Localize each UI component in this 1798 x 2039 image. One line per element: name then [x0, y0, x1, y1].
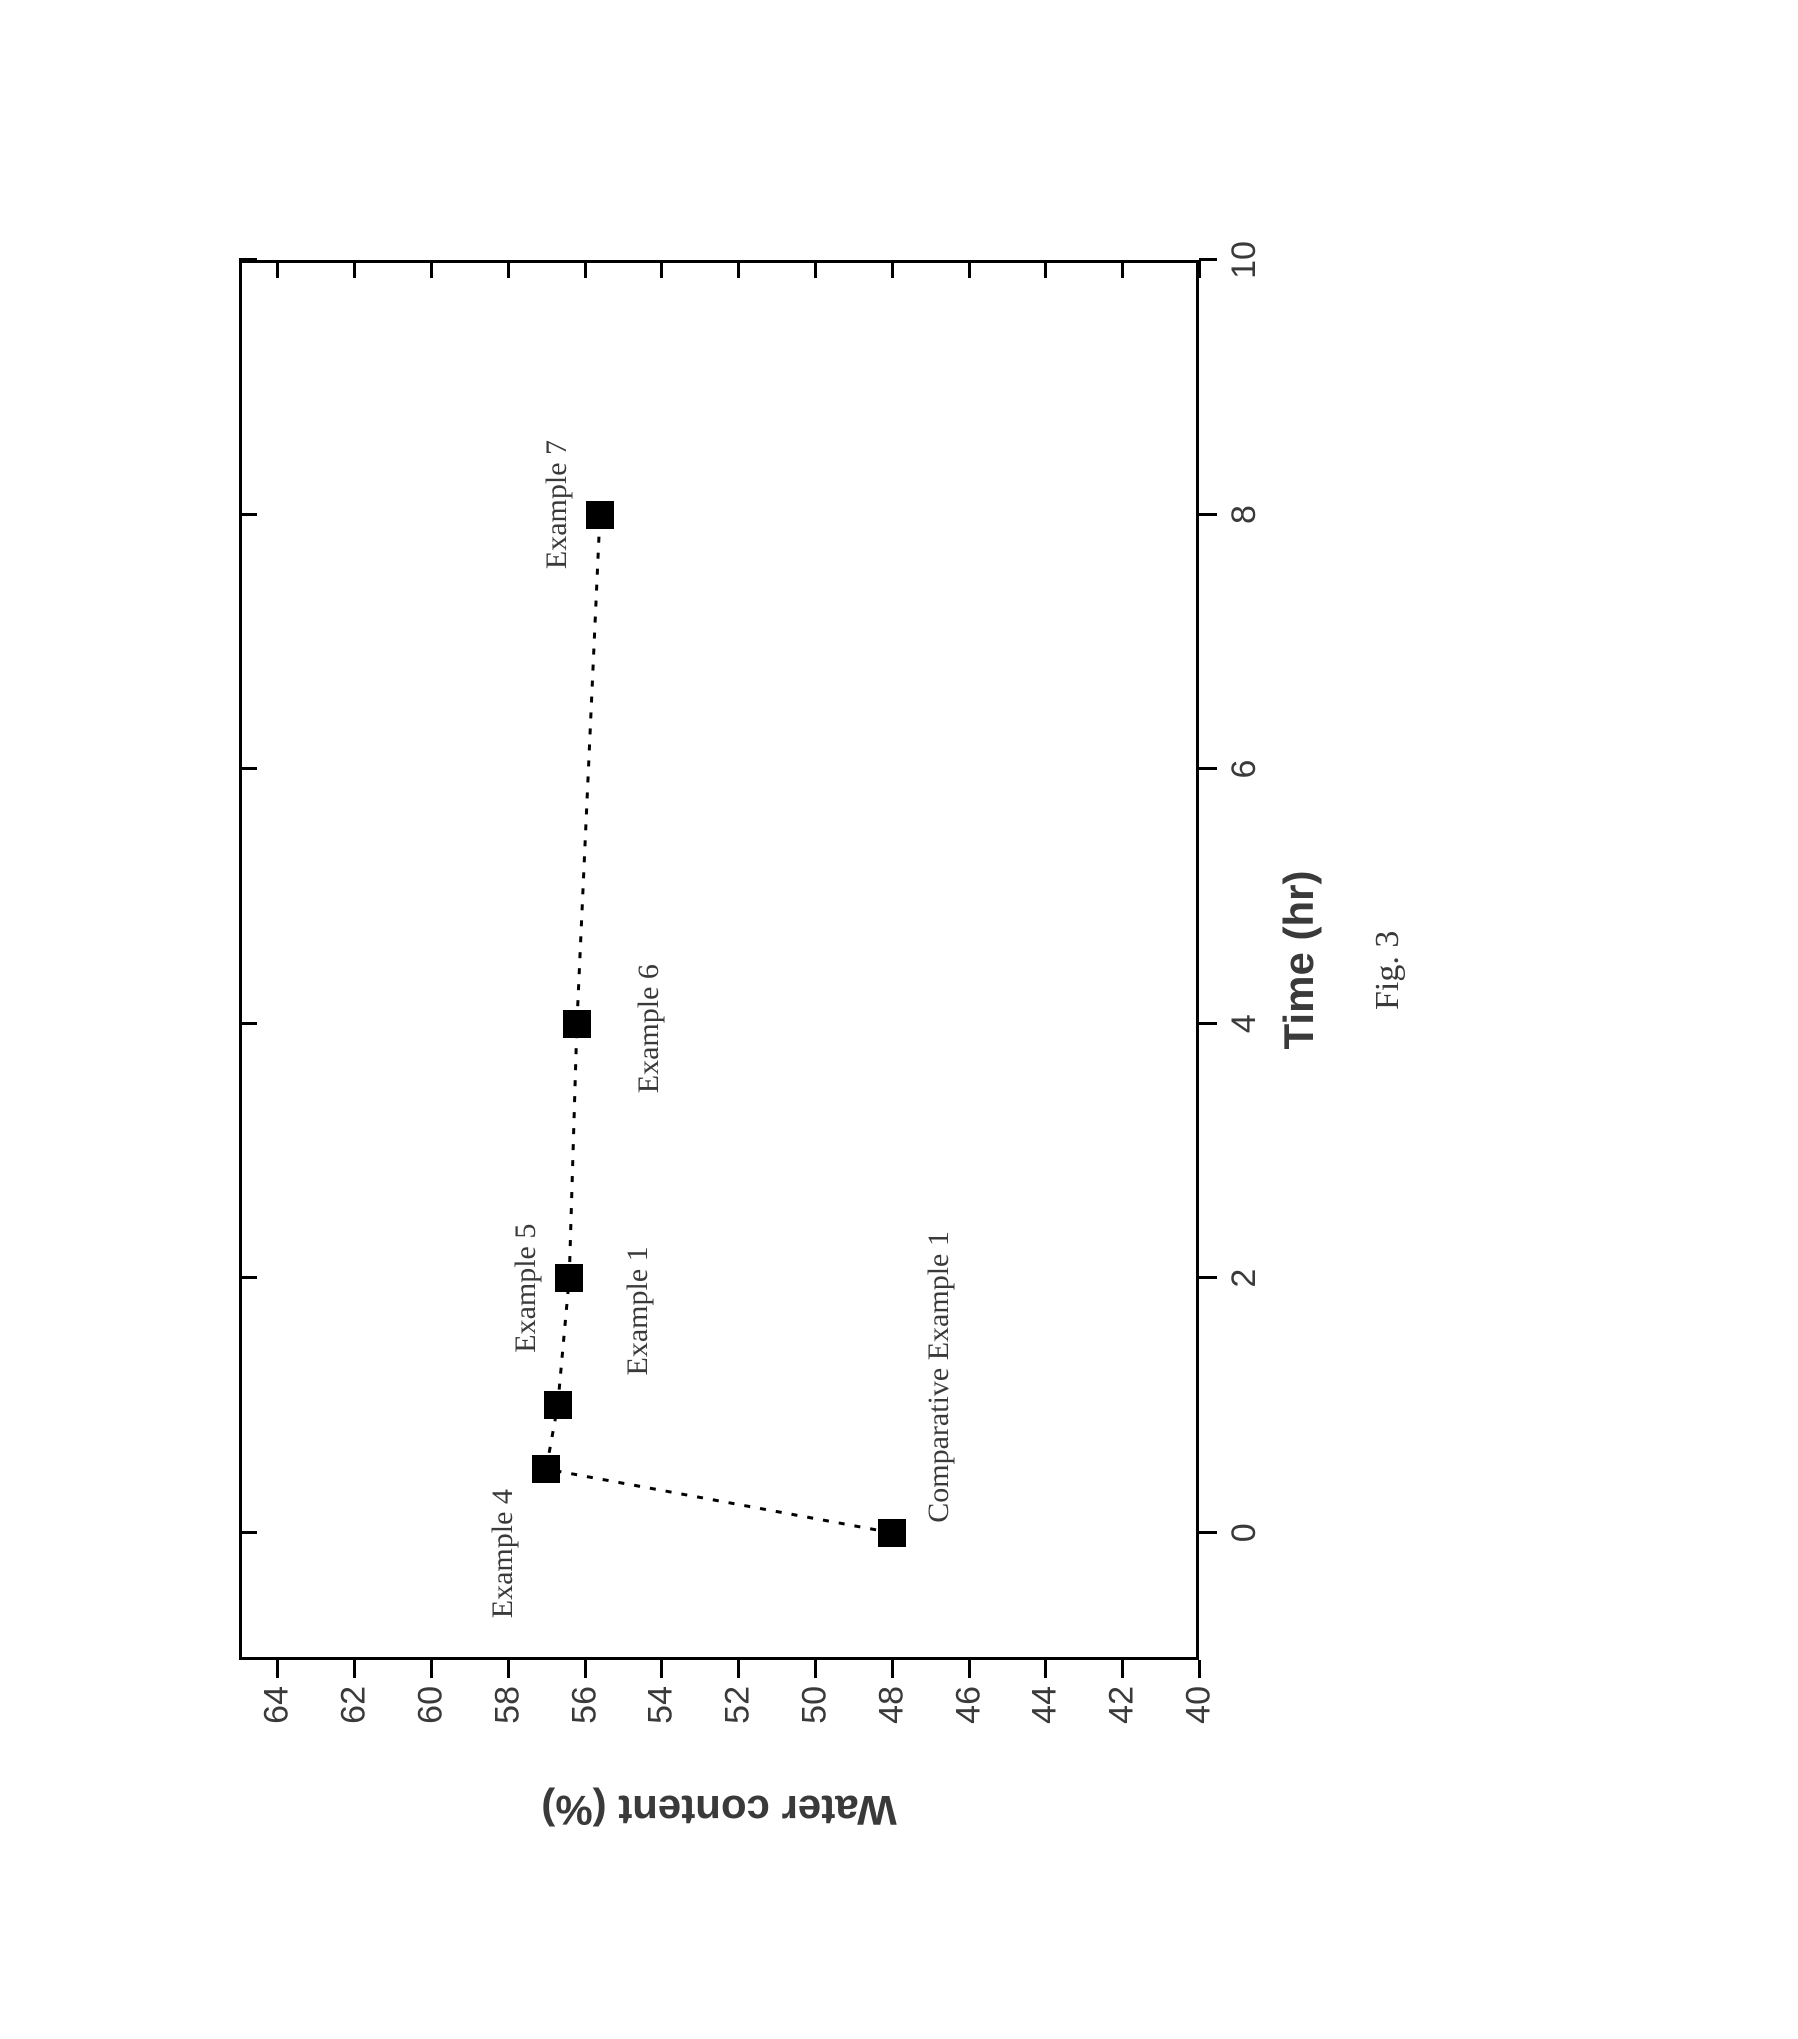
x-tick	[1199, 258, 1217, 261]
series-polyline	[546, 514, 892, 1532]
y-tick-label: 52	[719, 1686, 758, 1734]
x-tick	[1199, 1021, 1217, 1024]
y-tick-label: 46	[949, 1686, 988, 1734]
y-tick-label: 62	[335, 1686, 374, 1734]
data-point-label: Example 6	[632, 964, 666, 1093]
y-tick-label: 44	[1026, 1686, 1065, 1734]
y-tick-label: 56	[565, 1686, 604, 1734]
data-point-label: Example 4	[486, 1489, 520, 1618]
x-tick-label: 6	[1225, 759, 1264, 778]
series-line	[179, 160, 1619, 1880]
y-tick	[737, 1660, 740, 1678]
data-point	[532, 1455, 560, 1483]
y-tick	[660, 1660, 663, 1678]
y-tick-right	[507, 260, 510, 278]
data-point	[555, 1264, 583, 1292]
x-tick-label: 4	[1225, 1014, 1264, 1033]
y-tick-right	[1121, 260, 1124, 278]
y-tick	[1044, 1660, 1047, 1678]
x-tick-top	[239, 512, 257, 515]
x-tick-top	[239, 1276, 257, 1279]
y-tick-right	[430, 260, 433, 278]
y-tick-right	[584, 260, 587, 278]
x-tick	[1199, 767, 1217, 770]
data-point-label: Example 5	[509, 1223, 543, 1352]
y-tick	[1198, 1660, 1201, 1678]
y-tick-label: 40	[1180, 1686, 1219, 1734]
y-tick	[891, 1660, 894, 1678]
data-point-label: Example 1	[621, 1246, 655, 1375]
y-tick-right	[891, 260, 894, 278]
y-tick-label: 64	[258, 1686, 297, 1734]
y-tick	[814, 1660, 817, 1678]
y-axis-title: Water content (%)	[541, 1786, 896, 1834]
y-tick	[353, 1660, 356, 1678]
y-tick-label: 60	[412, 1686, 451, 1734]
y-tick	[507, 1660, 510, 1678]
y-tick-right	[968, 260, 971, 278]
x-tick	[1199, 512, 1217, 515]
y-tick-label: 54	[642, 1686, 681, 1734]
data-point	[586, 500, 614, 528]
x-tick	[1199, 1530, 1217, 1533]
data-point	[563, 1009, 591, 1037]
y-tick-right	[353, 260, 356, 278]
x-tick-label: 0	[1225, 1523, 1264, 1542]
y-tick-right	[814, 260, 817, 278]
data-point-label: Comparative Example 1	[922, 1231, 956, 1523]
x-tick-label: 2	[1225, 1268, 1264, 1287]
data-point-label: Example 7	[540, 439, 574, 568]
y-tick-right	[660, 260, 663, 278]
x-tick	[1199, 1276, 1217, 1279]
y-tick	[276, 1660, 279, 1678]
y-tick	[584, 1660, 587, 1678]
y-tick	[430, 1660, 433, 1678]
x-tick-top	[239, 1530, 257, 1533]
rotated-stage: 024681040424446485052545658606264 Compar…	[179, 160, 1619, 1880]
x-axis-title: Time (hr)	[1275, 870, 1323, 1049]
data-point	[878, 1518, 906, 1546]
x-tick-top	[239, 258, 257, 261]
y-tick-label: 48	[872, 1686, 911, 1734]
y-tick-right	[1044, 260, 1047, 278]
y-tick-right	[276, 260, 279, 278]
y-tick-label: 50	[796, 1686, 835, 1734]
y-tick-label: 42	[1103, 1686, 1142, 1734]
x-tick-label: 10	[1225, 241, 1264, 279]
data-point	[544, 1391, 572, 1419]
x-tick-top	[239, 1021, 257, 1024]
figure-caption: Fig. 3	[1369, 930, 1407, 1009]
y-tick-right	[737, 260, 740, 278]
y-tick	[968, 1660, 971, 1678]
y-tick-label: 58	[488, 1686, 527, 1734]
y-tick-right	[1198, 260, 1201, 278]
figure-container: 024681040424446485052545658606264 Compar…	[179, 160, 1619, 1880]
y-tick	[1121, 1660, 1124, 1678]
x-tick-top	[239, 767, 257, 770]
x-tick-label: 8	[1225, 505, 1264, 524]
